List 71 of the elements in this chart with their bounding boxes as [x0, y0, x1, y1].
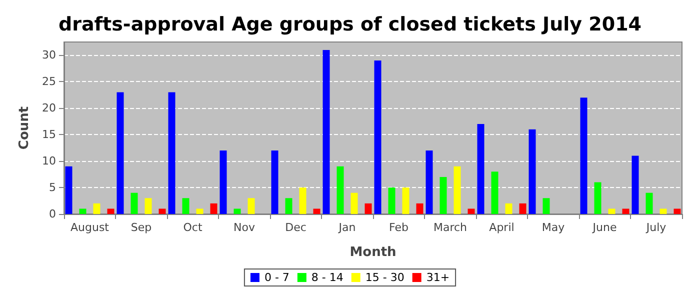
legend-label: 8 - 14 — [311, 271, 344, 284]
bar — [491, 172, 498, 214]
bar — [608, 208, 616, 214]
x-axis-title: Month — [350, 245, 396, 260]
bar — [350, 192, 358, 214]
bar — [594, 182, 602, 214]
x-tick-label: Oct — [183, 221, 203, 234]
bar — [519, 203, 526, 214]
bar — [116, 92, 124, 214]
chart-title: drafts-approval Age groups of closed tickets July 2014 — [58, 14, 642, 36]
x-tick-label: March — [433, 221, 468, 234]
bar — [632, 156, 639, 214]
bar — [144, 198, 152, 214]
bar — [426, 150, 433, 214]
x-tick-label: Jan — [338, 221, 356, 234]
y-tick-label: 20 — [42, 102, 56, 115]
y-tick-label: 10 — [42, 154, 56, 168]
bar — [528, 129, 536, 214]
x-tick-label: Feb — [389, 221, 408, 234]
bar — [505, 203, 512, 214]
bar — [248, 198, 255, 214]
bar — [220, 150, 227, 214]
bar — [646, 192, 653, 214]
bar — [416, 203, 424, 214]
bar — [454, 166, 461, 214]
bar — [285, 198, 292, 214]
x-tick-label: Sep — [130, 221, 152, 234]
bar — [374, 60, 382, 214]
x-tick-label: August — [70, 221, 110, 234]
x-tick-label: July — [645, 221, 667, 234]
bar — [93, 203, 100, 214]
bar — [65, 166, 72, 214]
bar — [168, 92, 176, 214]
x-tick-label: May — [542, 221, 566, 234]
bar — [313, 208, 320, 214]
bar — [388, 188, 396, 214]
bar — [196, 208, 204, 214]
bar — [158, 208, 166, 214]
bar — [336, 166, 344, 214]
bar — [580, 98, 588, 214]
bar — [402, 188, 410, 214]
y-tick-label: 15 — [42, 128, 56, 142]
x-tick-label: Nov — [234, 221, 256, 234]
x-tick-label: June — [592, 221, 617, 234]
bar — [322, 50, 330, 214]
bar — [182, 198, 190, 214]
bar — [364, 203, 372, 214]
x-tick-label: April — [489, 221, 514, 234]
legend-label: 0 - 7 — [264, 271, 290, 284]
y-tick-label: 25 — [42, 75, 56, 88]
bar — [660, 208, 667, 214]
legend-label: 15 - 30 — [365, 271, 404, 284]
bar — [234, 208, 241, 214]
bar — [468, 208, 475, 214]
y-tick-label: 0 — [49, 208, 56, 220]
legend-label: 31+ — [426, 271, 450, 284]
bar — [271, 150, 278, 214]
bar — [542, 198, 550, 214]
bar — [440, 176, 447, 214]
bar — [210, 203, 218, 214]
y-tick-label: 5 — [49, 181, 56, 194]
bar — [477, 124, 484, 214]
bar — [130, 192, 138, 214]
x-tick-label: Dec — [285, 221, 306, 234]
bar — [107, 208, 114, 214]
bar — [79, 208, 86, 214]
bar — [299, 188, 306, 214]
y-axis-title: Count — [17, 106, 32, 150]
bar — [674, 208, 681, 214]
bar — [622, 208, 630, 214]
y-tick-label: 30 — [42, 48, 56, 62]
